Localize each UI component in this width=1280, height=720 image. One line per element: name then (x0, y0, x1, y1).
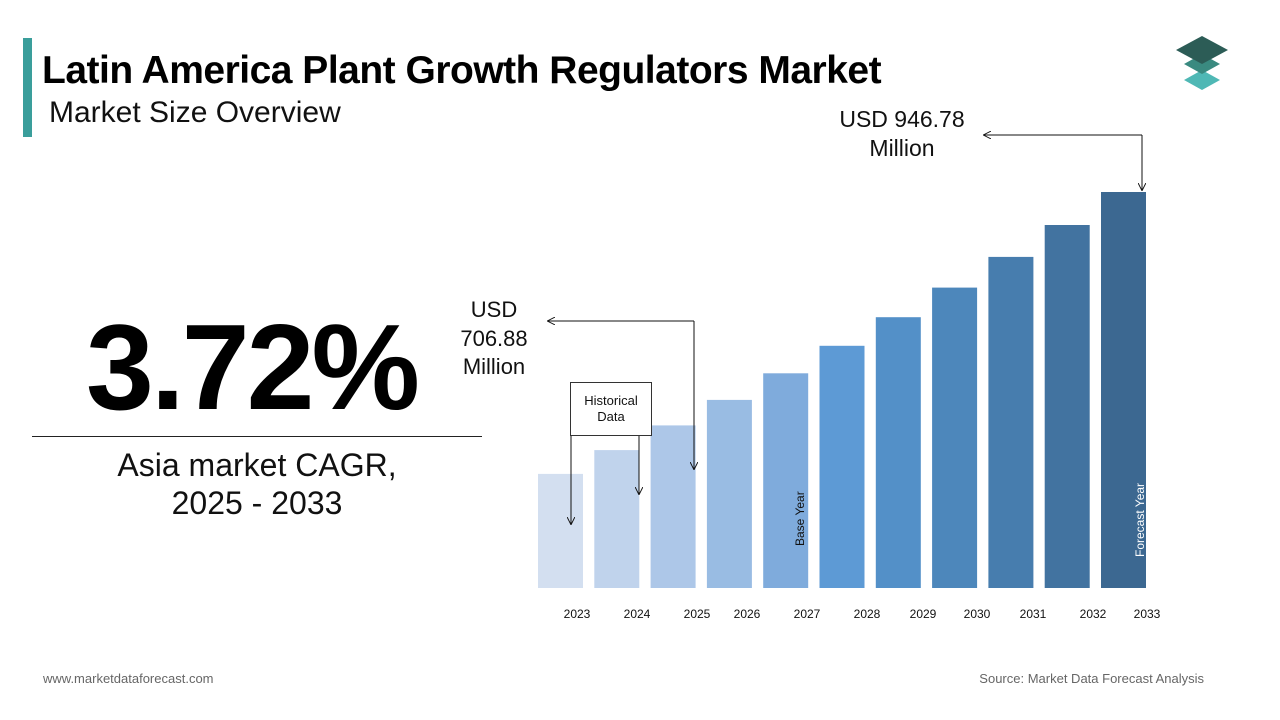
forecast-value-annotation: USD 946.78 Million (820, 105, 984, 163)
cagr-label-line2: 2025 - 2033 (171, 485, 343, 522)
x-tick-label-2029: 2029 (910, 607, 937, 621)
bar-2029 (875, 317, 921, 588)
cagr-label: Asia market CAGR, 2025 - 2033 (32, 446, 482, 523)
bar-2028 (819, 345, 865, 588)
x-tick-label-2032: 2032 (1080, 607, 1107, 621)
footer-source: Source: Market Data Forecast Analysis (979, 671, 1204, 686)
footer-website[interactable]: www.marketdataforecast.com (43, 671, 214, 686)
base-value-line1: USD (470, 297, 518, 322)
base-value-line3: Million (462, 354, 526, 380)
bar-2032 (1044, 225, 1090, 588)
base-value-line2: 706.88 (460, 325, 528, 351)
bar-2025 (650, 425, 696, 588)
historical-data-box: Historical Data (570, 382, 652, 436)
x-tick-label-2028: 2028 (854, 607, 881, 621)
bar-2031 (988, 256, 1034, 588)
base-year-label: Base Year (793, 491, 807, 546)
x-tick-label-2027: 2027 (794, 607, 821, 621)
x-tick-label-2031: 2031 (1020, 607, 1047, 621)
x-tick-label-2024: 2024 (624, 607, 651, 621)
bar-2024 (594, 450, 640, 588)
x-tick-label-2033: 2033 (1134, 607, 1161, 621)
x-tick-label-2026: 2026 (734, 607, 761, 621)
forecast-year-label: Forecast Year (1133, 483, 1147, 557)
cagr-label-line1: Asia market CAGR, (117, 447, 397, 483)
x-tick-label-2030: 2030 (964, 607, 991, 621)
forecast-value-line1: USD 946.78 (839, 106, 965, 132)
base-value-annotation: USD 706.88 Million (452, 296, 536, 382)
title-accent-bar (23, 38, 32, 137)
layers-logo-icon (1176, 36, 1228, 90)
bar-2023 (538, 473, 583, 588)
bar-2026 (706, 399, 752, 588)
forecast-value-line2: Million (869, 134, 935, 161)
historical-box-line1: Historical (584, 392, 638, 408)
page-subtitle: Market Size Overview (49, 96, 341, 129)
bar-2030 (932, 287, 978, 588)
bar-2033 (1101, 192, 1146, 588)
cagr-divider (32, 436, 482, 437)
page-title: Latin America Plant Growth Regulators Ma… (42, 49, 882, 92)
historical-box-line2: Data (597, 409, 625, 424)
x-tick-label-2023: 2023 (564, 607, 591, 621)
bar-2027 (763, 373, 809, 588)
cagr-value: 3.72% (86, 299, 420, 435)
x-tick-label-2025: 2025 (684, 607, 711, 621)
